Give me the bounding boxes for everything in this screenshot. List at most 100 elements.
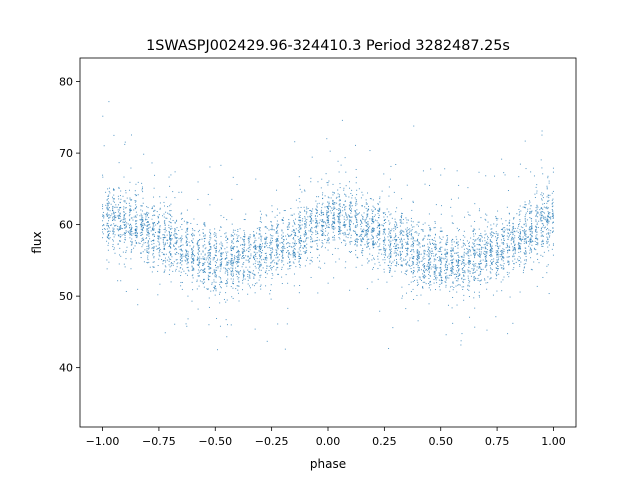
data-point xyxy=(174,234,176,236)
data-point xyxy=(312,240,314,242)
data-point xyxy=(435,275,437,277)
data-point xyxy=(253,285,255,287)
data-point xyxy=(390,255,392,257)
data-point xyxy=(411,236,413,238)
data-point xyxy=(282,222,284,224)
data-point xyxy=(528,236,530,238)
data-point xyxy=(153,239,155,241)
data-point xyxy=(317,292,319,294)
data-point xyxy=(169,241,171,243)
data-point xyxy=(142,227,144,229)
data-point xyxy=(390,242,392,244)
data-point xyxy=(399,234,401,236)
data-point xyxy=(445,278,447,280)
data-point xyxy=(360,197,362,199)
data-point xyxy=(126,246,128,248)
data-point xyxy=(153,225,155,227)
data-point xyxy=(424,274,426,276)
data-point xyxy=(506,256,508,258)
data-point xyxy=(512,226,514,228)
data-point xyxy=(248,285,250,287)
data-point xyxy=(370,238,372,240)
data-point xyxy=(484,260,486,262)
data-point xyxy=(170,258,172,260)
data-point xyxy=(299,188,301,190)
data-point xyxy=(410,291,412,293)
data-point xyxy=(430,229,432,231)
data-point xyxy=(522,272,524,274)
data-point xyxy=(524,266,526,268)
data-point xyxy=(170,210,172,212)
data-point xyxy=(537,206,539,208)
data-point xyxy=(168,246,170,248)
data-point xyxy=(152,224,154,226)
data-point xyxy=(513,267,515,269)
data-point xyxy=(548,182,550,184)
data-point xyxy=(140,228,142,230)
data-point xyxy=(507,252,509,254)
data-point xyxy=(264,243,266,245)
data-point xyxy=(412,270,414,272)
data-point xyxy=(383,243,385,245)
data-point xyxy=(140,219,142,221)
data-point xyxy=(322,212,324,214)
data-point xyxy=(446,239,448,241)
data-point xyxy=(109,192,111,194)
data-point xyxy=(316,209,318,211)
data-point xyxy=(153,246,155,248)
data-point xyxy=(347,237,349,239)
data-point xyxy=(343,216,345,218)
data-point xyxy=(407,243,409,245)
data-point xyxy=(406,184,408,186)
data-point xyxy=(116,228,118,230)
data-point xyxy=(225,267,227,269)
data-point xyxy=(339,231,341,233)
data-point xyxy=(478,291,480,293)
data-point xyxy=(455,252,457,254)
data-point xyxy=(181,288,183,290)
data-point xyxy=(546,240,548,242)
data-point xyxy=(379,249,381,251)
data-point xyxy=(418,261,420,263)
data-point xyxy=(244,235,246,237)
data-point xyxy=(141,228,143,230)
data-point xyxy=(424,250,426,252)
data-point xyxy=(428,270,430,272)
data-point xyxy=(439,237,441,239)
data-point xyxy=(534,248,536,250)
data-point xyxy=(121,228,123,230)
data-point xyxy=(440,246,442,248)
data-point xyxy=(422,286,424,288)
data-point xyxy=(140,215,142,217)
data-point xyxy=(383,268,385,270)
data-point xyxy=(394,236,396,238)
data-point xyxy=(276,251,278,253)
data-point xyxy=(152,215,154,217)
data-point xyxy=(351,197,353,199)
data-point xyxy=(147,221,149,223)
data-point xyxy=(479,296,481,298)
data-point xyxy=(343,187,345,189)
data-point xyxy=(322,243,324,245)
data-point xyxy=(242,239,244,241)
data-point xyxy=(332,239,334,241)
data-point xyxy=(198,259,200,261)
data-point xyxy=(514,237,516,239)
data-point xyxy=(255,178,257,180)
data-point xyxy=(422,287,424,289)
data-point xyxy=(260,239,262,241)
data-point xyxy=(203,263,205,265)
data-point xyxy=(333,208,335,210)
data-point xyxy=(471,268,473,270)
data-point xyxy=(383,212,385,214)
data-point xyxy=(525,212,527,214)
data-point xyxy=(239,254,241,256)
data-point xyxy=(401,240,403,242)
data-point xyxy=(551,231,553,233)
data-point xyxy=(418,252,420,254)
data-point xyxy=(355,182,357,184)
data-point xyxy=(473,297,475,299)
data-point xyxy=(446,251,448,253)
data-point xyxy=(501,249,503,251)
data-point xyxy=(282,257,284,259)
